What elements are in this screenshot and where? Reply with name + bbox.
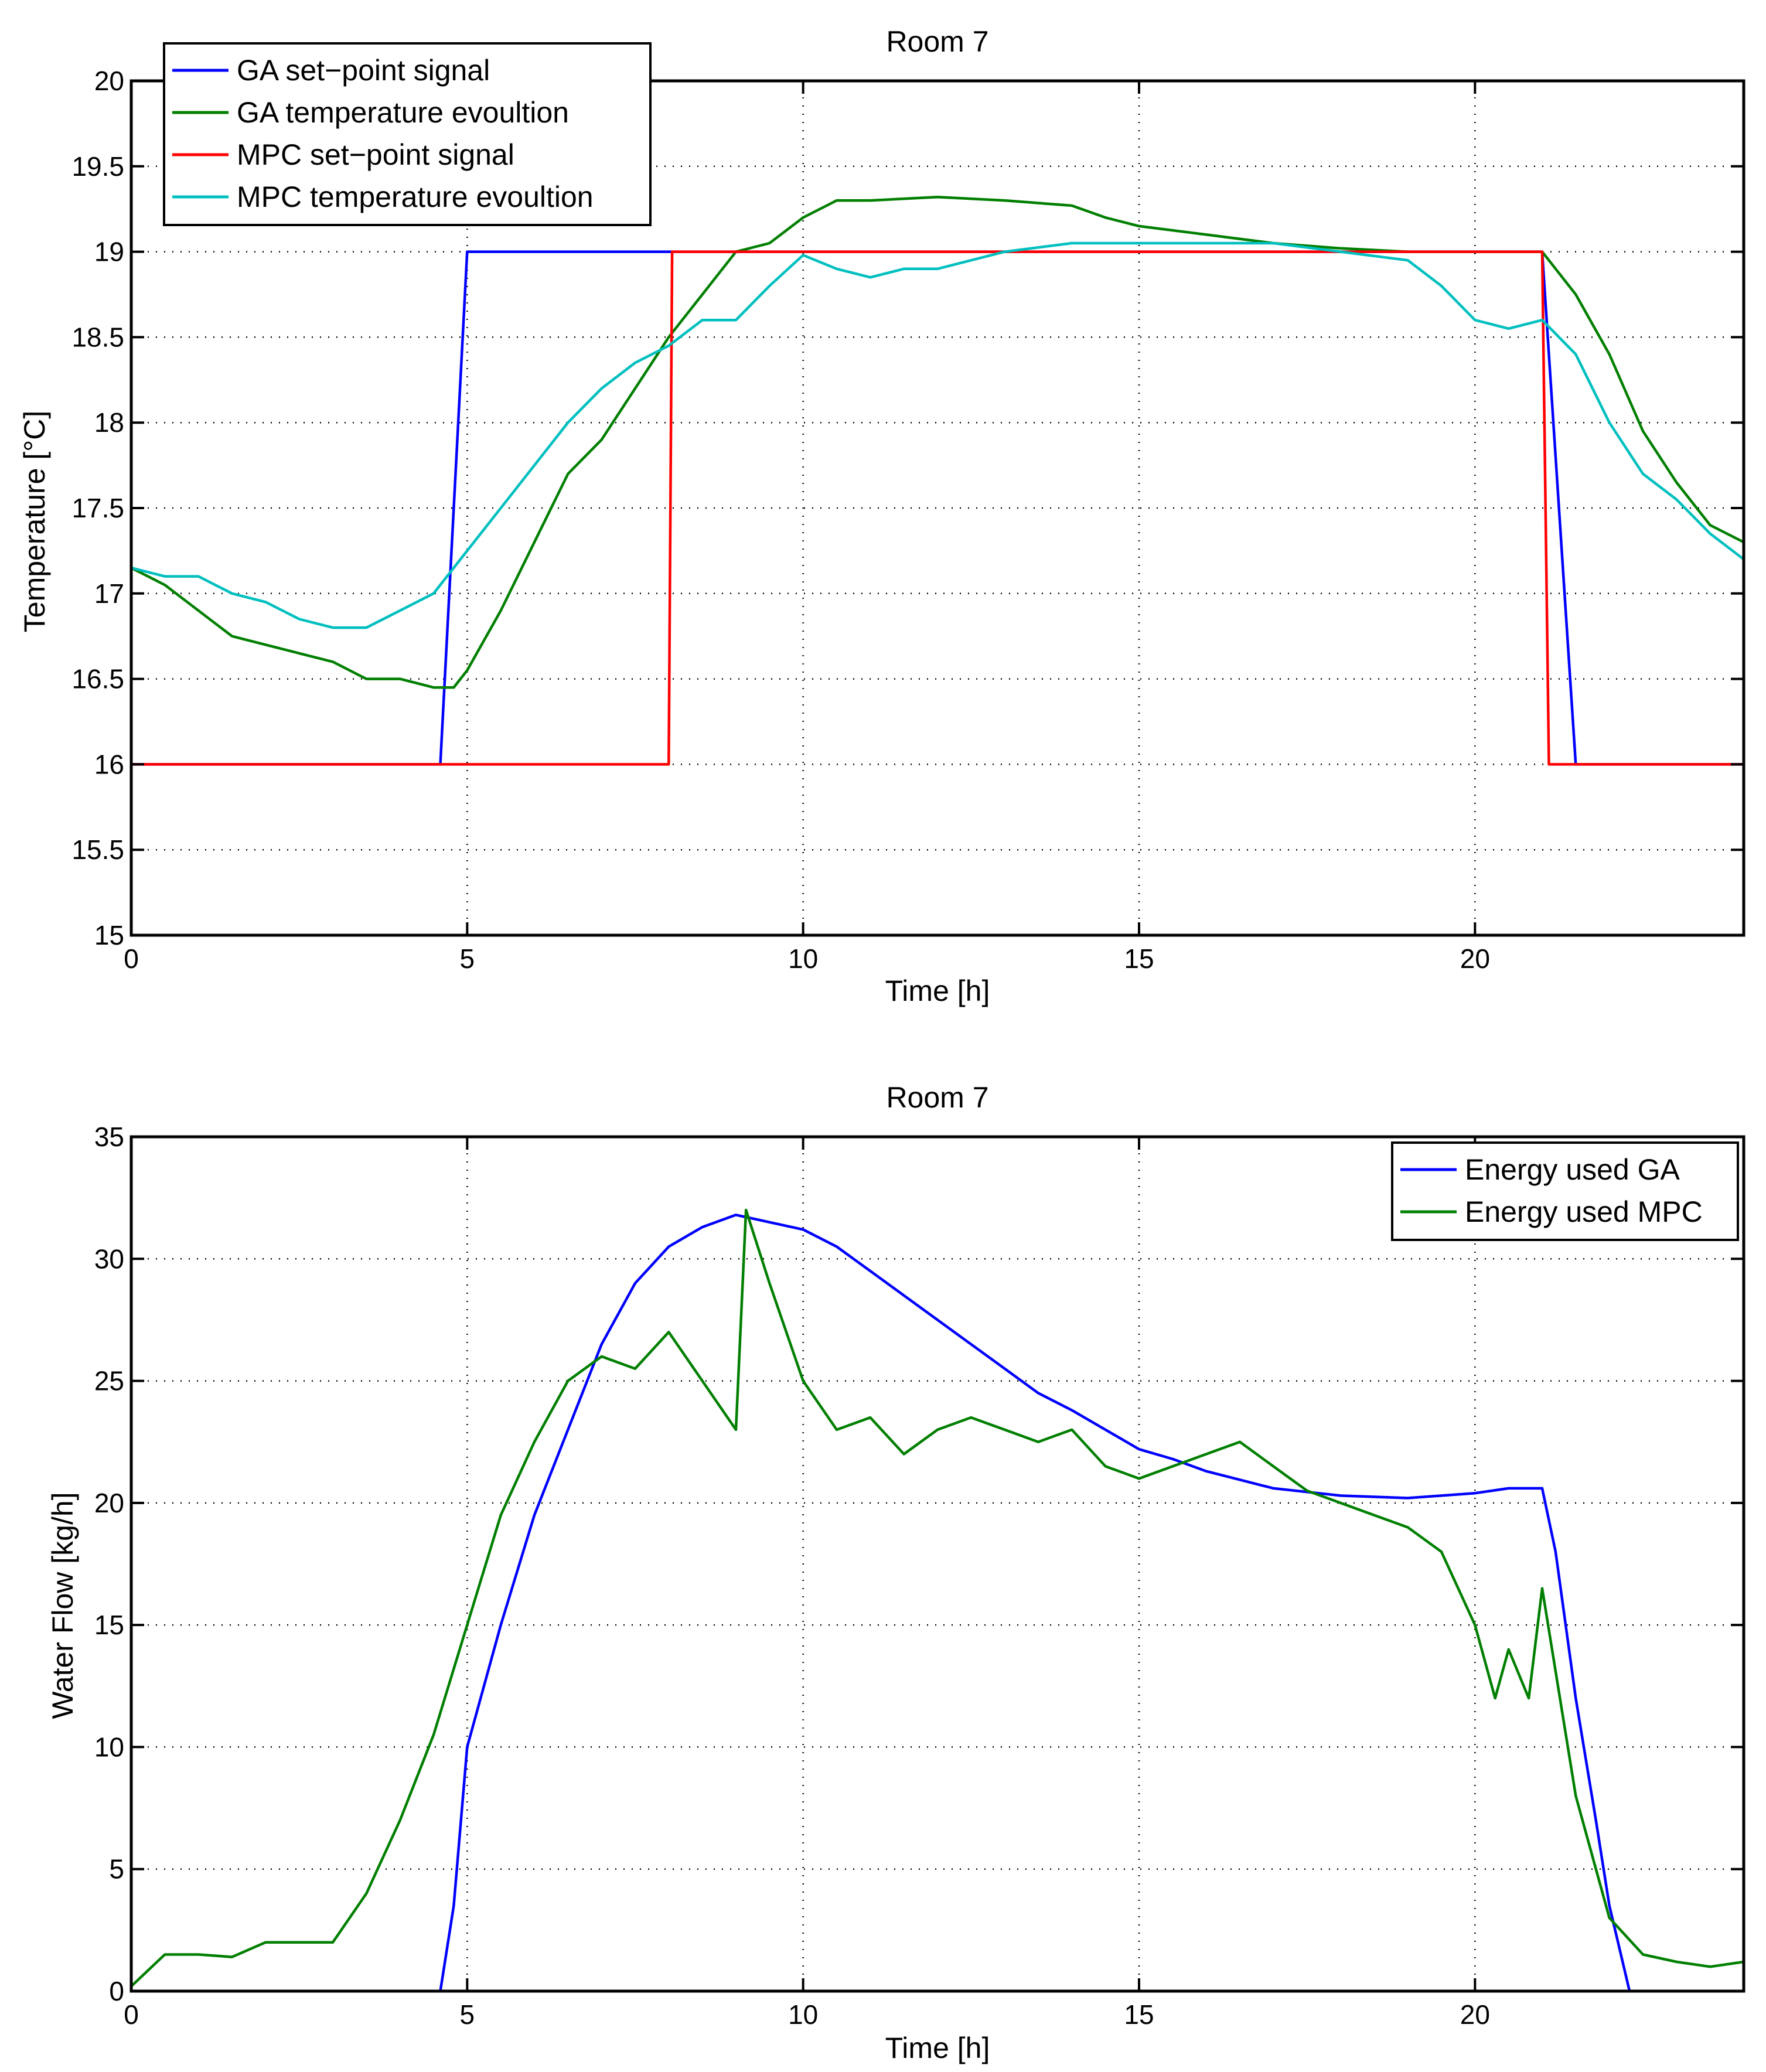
y-axis-label: Temperature [°C] [18,411,51,632]
y-tick-label: 35 [94,1122,124,1152]
x-axis-label: Time [h] [885,2032,990,2064]
grid-lines [131,81,1744,935]
y-tick-label: 15 [94,1610,124,1640]
chart-title: Room 7 [886,25,988,58]
y-tick-label: 20 [94,66,124,96]
x-axis-label: Time [h] [885,974,990,1007]
legend-label: MPC set−point signal [237,138,514,171]
series-line-mpc-set-point-signal [131,250,1744,766]
plot-frame [129,1135,1745,1993]
y-tick-label: 15 [94,920,124,950]
tick-marks [130,1136,1744,1992]
y-axis-label: Water Flow [kg/h] [46,1492,79,1719]
legend-label: GA set−point signal [237,54,490,87]
y-tick-label: 17.5 [71,493,124,523]
y-tick-label: 18 [94,407,124,438]
water-flow-chart: Room 7 0 5 10 15 20 0 5 10 15 20 25 30 35 Time [h] W… [46,1081,1745,2064]
legend-box [1391,1141,1739,1241]
x-tick-label: 20 [1460,1999,1490,2030]
x-tick-label: 10 [788,943,818,974]
y-tick-label: 16 [94,749,124,779]
legend-label: Energy used GA [1465,1153,1680,1186]
series-group [130,1208,1744,1993]
x-tick-label: 0 [124,943,139,974]
temperature-chart: Room 7 0 5 10 15 20 15 15.5 16 16.5 17 17.5 18 18.5 1… [18,25,1745,1007]
x-tick-label: 0 [124,1999,139,2030]
y-tick-label: 18.5 [71,322,124,352]
y-tick-label: 5 [109,1854,124,1884]
legend: Energy used GA Energy used MPC [1391,1141,1739,1241]
y-tick-label: 17 [94,578,124,609]
x-tick-label: 5 [460,1999,475,2030]
chart-title: Room 7 [886,1081,988,1114]
y-tick-label: 30 [94,1243,124,1274]
y-tick-label: 20 [94,1488,124,1518]
x-tick-label: 15 [1124,943,1154,974]
tick-labels: 0 5 10 15 20 0 5 10 15 20 25 30 35 [94,1122,1490,2030]
y-tick-label: 0 [109,1976,124,2006]
y-tick-label: 19.5 [71,151,124,182]
legend-box [163,42,652,226]
grid-lines [131,1137,1744,1991]
legend: GA set−point signal GA temperature evoult… [163,42,652,226]
tick-labels: 0 5 10 15 20 15 15.5 16 16.5 17 17.5 18 18.5 19 19.5 20 [71,66,1489,974]
y-tick-label: 10 [94,1732,124,1762]
x-tick-label: 15 [1124,1999,1154,2030]
x-tick-label: 20 [1460,943,1490,974]
y-tick-label: 19 [94,237,124,267]
x-tick-label: 10 [788,1999,818,2030]
y-tick-label: 16.5 [71,664,124,694]
legend-label: GA temperature evoultion [237,96,569,129]
y-tick-label: 15.5 [71,834,124,865]
series-line-mpc-temperature-evoultion [131,241,1745,629]
legend-label: Energy used MPC [1465,1195,1703,1228]
series-line-energy-used-ga [131,1214,1744,1993]
series-group [130,196,1745,766]
series-line-energy-used-mpc [130,1208,1744,1988]
x-tick-label: 5 [460,943,475,974]
y-tick-label: 25 [94,1366,124,1396]
legend-label: MPC temperature evoultion [237,180,594,213]
